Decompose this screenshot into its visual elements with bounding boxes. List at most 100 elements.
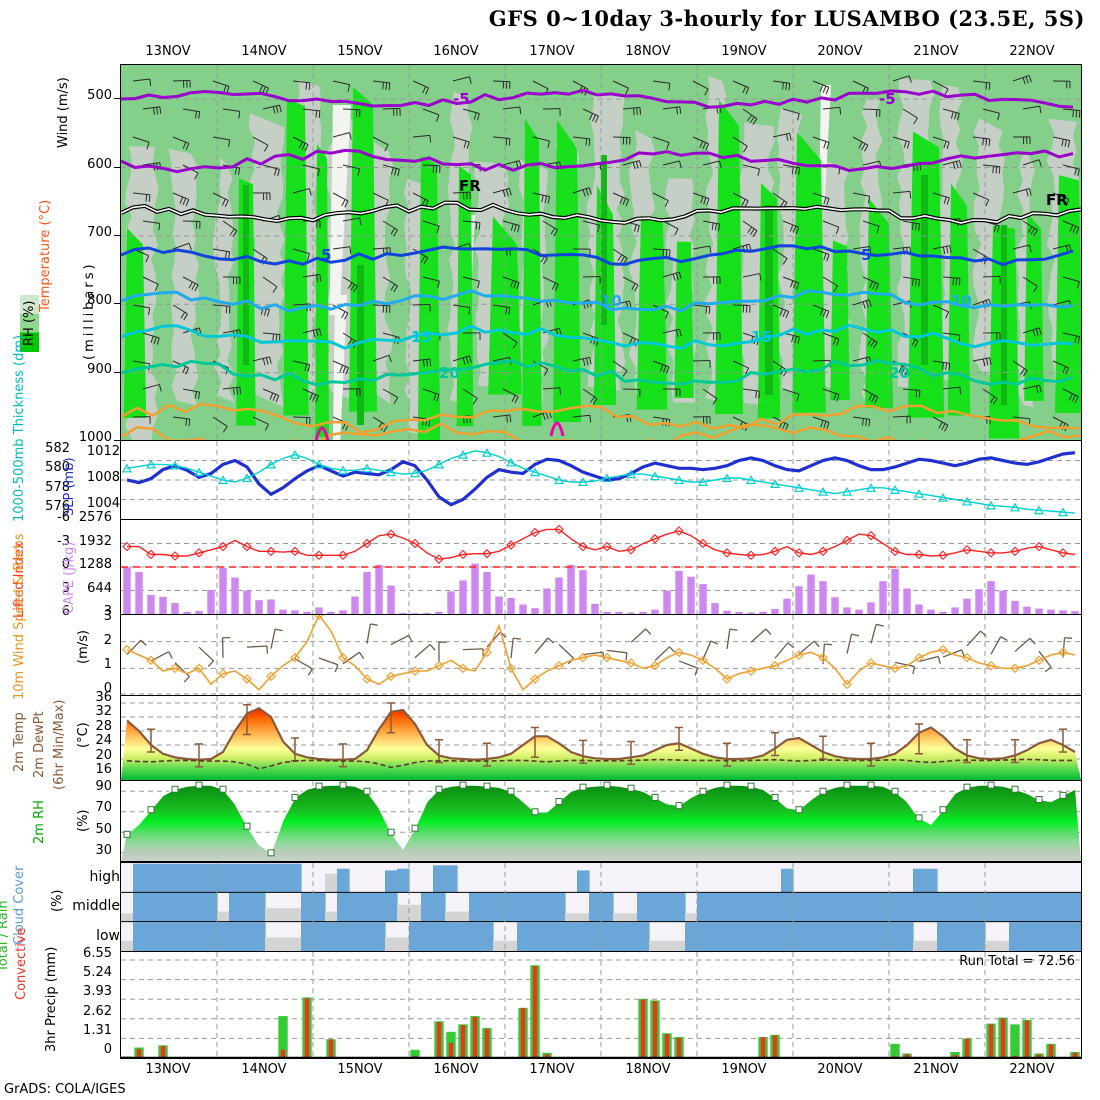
tick-mark [114, 440, 120, 441]
svg-text:-5: -5 [879, 90, 896, 108]
svg-text:FR: FR [459, 177, 481, 195]
precip-panel: Run Total = 72.56 [120, 951, 1082, 1059]
cape-lifted-index-panel [120, 519, 1082, 615]
axis-tick-label: 16 [95, 762, 112, 777]
axis-label-temperature: Temperature (°C) [38, 199, 53, 312]
slp-tick-label: 1012 [86, 444, 120, 459]
date-label: 22NOV [1009, 1062, 1055, 1077]
svg-text:FR: FR [1046, 191, 1068, 209]
slp-tick-label: 1008 [86, 470, 120, 485]
axis-tick-label: 70 [95, 800, 112, 816]
rh-2m-plot [121, 781, 1081, 861]
pressure-tick-label: 900 [87, 361, 112, 377]
date-label: 16NOV [433, 1062, 479, 1077]
run-total-label: Run Total = 72.56 [959, 954, 1075, 969]
temp-dewpt-panel [120, 695, 1082, 781]
date-label: 13NOV [145, 1062, 191, 1077]
lifted-index-tick-label: 0 [61, 557, 70, 572]
axis-label-cloud-units: (%) [50, 889, 65, 913]
axis-tick-label: 50 [95, 821, 112, 837]
sounding-plot: -5 -5 5 5 10 10 15 15 20 20 FR FR [121, 65, 1081, 441]
tick-mark [114, 98, 120, 100]
axis-label-minmax: (6hr Min/Max) [52, 699, 67, 790]
axis-label-millibars: (millibars) [82, 261, 97, 360]
thickness-tick-label: 580 [45, 460, 70, 476]
axis-label-convective: Convective [14, 927, 29, 1000]
date-label: 17NOV [529, 44, 575, 59]
thickness-tick-label: 578 [45, 479, 70, 495]
date-label: 20NOV [817, 1062, 863, 1077]
cape-tick-label: 1288 [78, 557, 112, 572]
cloud-cover-panel [120, 862, 1082, 952]
axis-tick-label: 20 [95, 747, 112, 763]
axis-tick-label: 2.62 [83, 1003, 112, 1019]
temp-dewpt-plot [121, 696, 1081, 780]
axis-tick-label: 30 [95, 843, 112, 858]
footer-credit: GrADS: COLA/IGES [4, 1082, 126, 1097]
axis-tick-label: 24 [95, 733, 112, 749]
axis-label-cape: CAPE (J/kg) [62, 541, 77, 614]
axis-tick-label: 0 [103, 681, 112, 696]
svg-text:5: 5 [861, 246, 871, 264]
pressure-tick-label: 600 [87, 156, 112, 172]
tick-mark [114, 303, 120, 305]
sounding-panel: -5 -5 5 5 10 10 15 15 20 20 FR FR [120, 64, 1082, 442]
pressure-tick-label: 800 [87, 293, 112, 309]
lifted-index-tick-label: -3 [57, 533, 70, 549]
rh-2m-panel [120, 780, 1082, 862]
wind-10m-panel [120, 614, 1082, 696]
axis-tick-label: 28 [95, 718, 112, 734]
date-label: 19NOV [721, 1062, 767, 1077]
tick-mark [114, 234, 120, 236]
axis-label-thickness: 1000-500mb Thickness (dm) [12, 334, 27, 522]
axis-label-slp: SLP (mb) [62, 457, 77, 516]
axis-label-3hr-precip: 3hr Precip (mm) [44, 946, 59, 1052]
date-label: 14NOV [241, 44, 287, 59]
cloud-row-label: high [89, 869, 120, 885]
axis-tick-label: 3 [103, 609, 112, 624]
date-label: 21NOV [913, 1062, 959, 1077]
axis-label-2m-dewpt: 2m DewPt [32, 711, 47, 778]
axis-label-wind10m: 10m Wind Speed & Barbs [12, 533, 27, 700]
tick-mark [114, 371, 120, 373]
bottom-date-axis: 13NOV 14NOV 15NOV 16NOV 17NOV 18NOV 19NOV 20NOV… [120, 1062, 1080, 1080]
thickness-tick-label: 582 [45, 440, 70, 456]
date-label: 19NOV [721, 44, 767, 59]
axis-label-temp-units: (°C) [76, 722, 91, 748]
date-label: 18NOV [625, 44, 671, 59]
date-label: 15NOV [337, 1062, 383, 1077]
cape-tick-label: 3 [103, 604, 112, 619]
svg-text:20: 20 [439, 364, 460, 382]
date-label: 15NOV [337, 44, 383, 59]
axis-label-total-rain: Total / Rain [0, 900, 11, 972]
axis-tick-label: 5.24 [83, 965, 112, 981]
cape-tick-label: 2576 [78, 510, 112, 525]
top-date-axis: 13NOV 14NOV 15NOV 16NOV 17NOV 18NOV 19NOV 20NOV… [120, 44, 1080, 62]
pressure-tick-label: 1000 [78, 430, 112, 445]
date-label: 21NOV [913, 44, 959, 59]
cloud-row-label: low [96, 927, 120, 944]
cloud-row-label: middle [72, 898, 120, 915]
pressure-tick-label: 700 [87, 224, 112, 240]
axis-label-2m-temp: 2m Temp [12, 712, 27, 772]
axis-tick-label: 2 [103, 633, 112, 648]
svg-text:20: 20 [889, 364, 910, 382]
axis-tick-label: 36 [95, 690, 112, 705]
lifted-index-tick-label: 3 [61, 580, 70, 596]
slp-thickness-panel [120, 440, 1082, 520]
date-label: 20NOV [817, 44, 863, 59]
slp-thickness-plot [121, 441, 1081, 519]
cloud-cover-plot [121, 863, 1081, 951]
axis-label-2m-rh: 2m RH [32, 800, 47, 844]
axis-label-rh-units: (%) [76, 809, 91, 833]
lifted-index-tick-label: 6 [61, 604, 70, 619]
axis-tick-label: 3.93 [83, 984, 112, 1000]
wind-10m-plot [121, 615, 1081, 695]
svg-text:10: 10 [601, 292, 622, 310]
axis-tick-label: 90 [95, 779, 112, 794]
slp-tick-label: 1004 [86, 496, 120, 511]
axis-tick-label: 1.31 [83, 1022, 112, 1038]
axis-tick-label: 0 [103, 1042, 112, 1057]
tick-mark [114, 166, 120, 168]
svg-text:10: 10 [951, 292, 972, 310]
